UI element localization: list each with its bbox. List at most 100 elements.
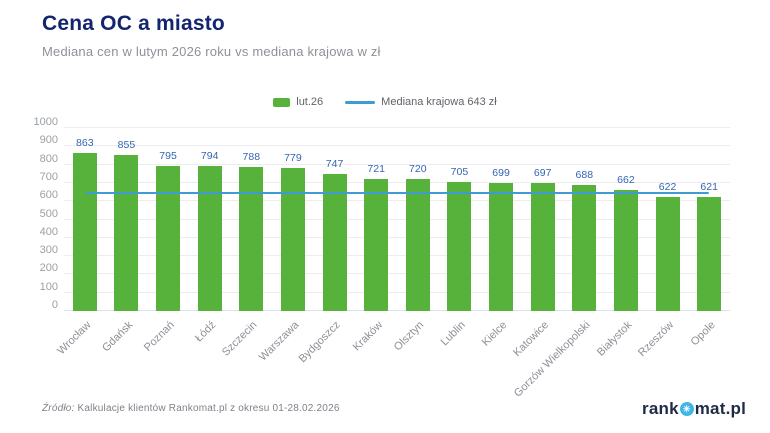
x-tick-label: Olsztyn [391, 319, 427, 354]
bar-column: 794 [189, 128, 231, 311]
y-tick-label: 700 [39, 170, 58, 183]
x-axis: Wrocław Gdańsk Poznań Łódź Szczecin Warszawa B… [55, 315, 730, 400]
bar-wrocław [72, 153, 97, 311]
gridline [64, 255, 730, 257]
rankomat-logo: rank ✳ mat.pl [642, 399, 746, 419]
bar-warszawa [280, 168, 305, 311]
y-tick-label: 100 [39, 280, 58, 293]
y-tick-label: 600 [39, 189, 58, 202]
x-tick-label: Gdańsk [99, 319, 135, 355]
bar-column: 720 [397, 128, 439, 311]
y-tick-label: 500 [39, 207, 58, 220]
bar-value-label: 794 [200, 149, 219, 162]
y-tick-label: 200 [39, 262, 58, 275]
bar-katowice [530, 183, 555, 311]
source-text: Kalkulacje klientów Rankomat.pl z okresu… [77, 403, 340, 414]
source-prefix: Źródło: [42, 403, 75, 414]
bar-value-label: 621 [700, 181, 718, 194]
gridline [64, 236, 730, 238]
gridline [64, 218, 730, 220]
x-tick-label: Szczecin [220, 319, 260, 359]
y-tick-label: 400 [39, 225, 58, 238]
bar-value-label: 720 [409, 163, 427, 176]
bar-column: 699 [480, 128, 522, 311]
logo-text-left: rank [642, 399, 679, 418]
x-tick-label: Białystok [594, 319, 635, 359]
chart-subtitle: Mediana cen w lutym 2026 roku vs mediana… [42, 44, 381, 59]
bar-rzeszów [655, 197, 680, 311]
bar-value-label: 788 [242, 150, 261, 163]
y-tick-label: 800 [39, 152, 58, 165]
bar-column: 705 [439, 128, 481, 311]
bar-column: 795 [147, 128, 189, 311]
logo-text-right: mat.pl [694, 399, 746, 418]
aperture-icon: ✳ [679, 402, 694, 416]
bar-kraków [364, 179, 389, 311]
x-tick-label: Wrocław [55, 319, 94, 358]
bar-białystok [613, 189, 638, 311]
bar-lublin [447, 182, 472, 311]
gridline [64, 163, 730, 165]
x-tick-label: Warszawa [256, 319, 302, 364]
legend-item-series: lut.26 [273, 96, 323, 108]
y-tick-label: 1000 [33, 116, 58, 128]
bar-column: 788 [231, 128, 273, 311]
x-tick-label: Poznań [141, 319, 177, 354]
bar-column: 662 [605, 128, 647, 311]
bar-column: 855 [106, 128, 148, 311]
gridline [64, 273, 730, 275]
bar-bydgoszcz [322, 174, 347, 311]
gridline [64, 145, 730, 147]
legend-item-median: Mediana krajowa 643 zł [345, 96, 497, 108]
bar-olsztyn [405, 179, 430, 311]
bar-szczecin [239, 166, 264, 311]
bar-value-label: 622 [658, 181, 677, 194]
plot-area: 863 855 795 794 788 779 747 721 720 705 699 697 688 6… [64, 127, 730, 311]
bar-column: 721 [355, 128, 397, 311]
x-tick-label: Katowice [511, 319, 552, 360]
gridline [64, 181, 730, 183]
bar-opole [697, 197, 722, 311]
legend-median-label: Mediana krajowa 643 zł [381, 96, 497, 108]
bar-value-label: 705 [450, 166, 469, 178]
x-tick-label: Lublin [438, 319, 468, 349]
bar-column: 697 [522, 128, 564, 311]
gridline [64, 310, 730, 311]
x-tick-label: Łódź [192, 319, 219, 345]
bar-column: 688 [564, 128, 606, 311]
bar-value-label: 662 [617, 173, 635, 186]
bar-column: 621 [688, 128, 730, 311]
median-line-swatch-icon [345, 100, 376, 104]
bar-value-label: 855 [117, 138, 136, 151]
gridline [64, 291, 730, 293]
bar-value-label: 688 [575, 169, 594, 182]
bar-value-label: 699 [492, 167, 510, 180]
legend: lut.26 Mediana krajowa 643 zł [0, 96, 770, 108]
bar-column: 622 [647, 128, 689, 311]
bar-value-label: 795 [159, 149, 177, 162]
bar-column: 863 [64, 128, 106, 311]
bar-value-label: 863 [76, 137, 94, 150]
bar-poznań [156, 165, 181, 311]
x-tick-label: Bydgoszcz [296, 319, 344, 366]
bar-value-label: 697 [533, 167, 552, 180]
y-tick-label: 0 [51, 299, 58, 311]
bar-gdańsk [114, 154, 139, 311]
bar-gorzów-wielkopolski [572, 185, 597, 311]
x-tick-label: Kielce [479, 319, 510, 349]
legend-series-label: lut.26 [296, 96, 324, 108]
gridline [64, 200, 730, 202]
x-tick-label: Kraków [350, 319, 385, 354]
source-note: Źródło: Kalkulacje klientów Rankomat.pl z… [42, 403, 340, 414]
x-tick-label: Opole [688, 319, 718, 349]
chart-title: Cena OC a miasto [42, 12, 225, 35]
gridline [64, 127, 730, 128]
bar-value-label: 779 [284, 152, 302, 165]
bar-column: 779 [272, 128, 314, 311]
bar-value-label: 721 [367, 163, 385, 176]
bar-łódź [197, 165, 222, 311]
y-tick-label: 900 [39, 134, 58, 147]
y-tick-label: 300 [39, 244, 58, 257]
median-reference-line [84, 191, 710, 195]
bar-column: 747 [314, 128, 356, 311]
